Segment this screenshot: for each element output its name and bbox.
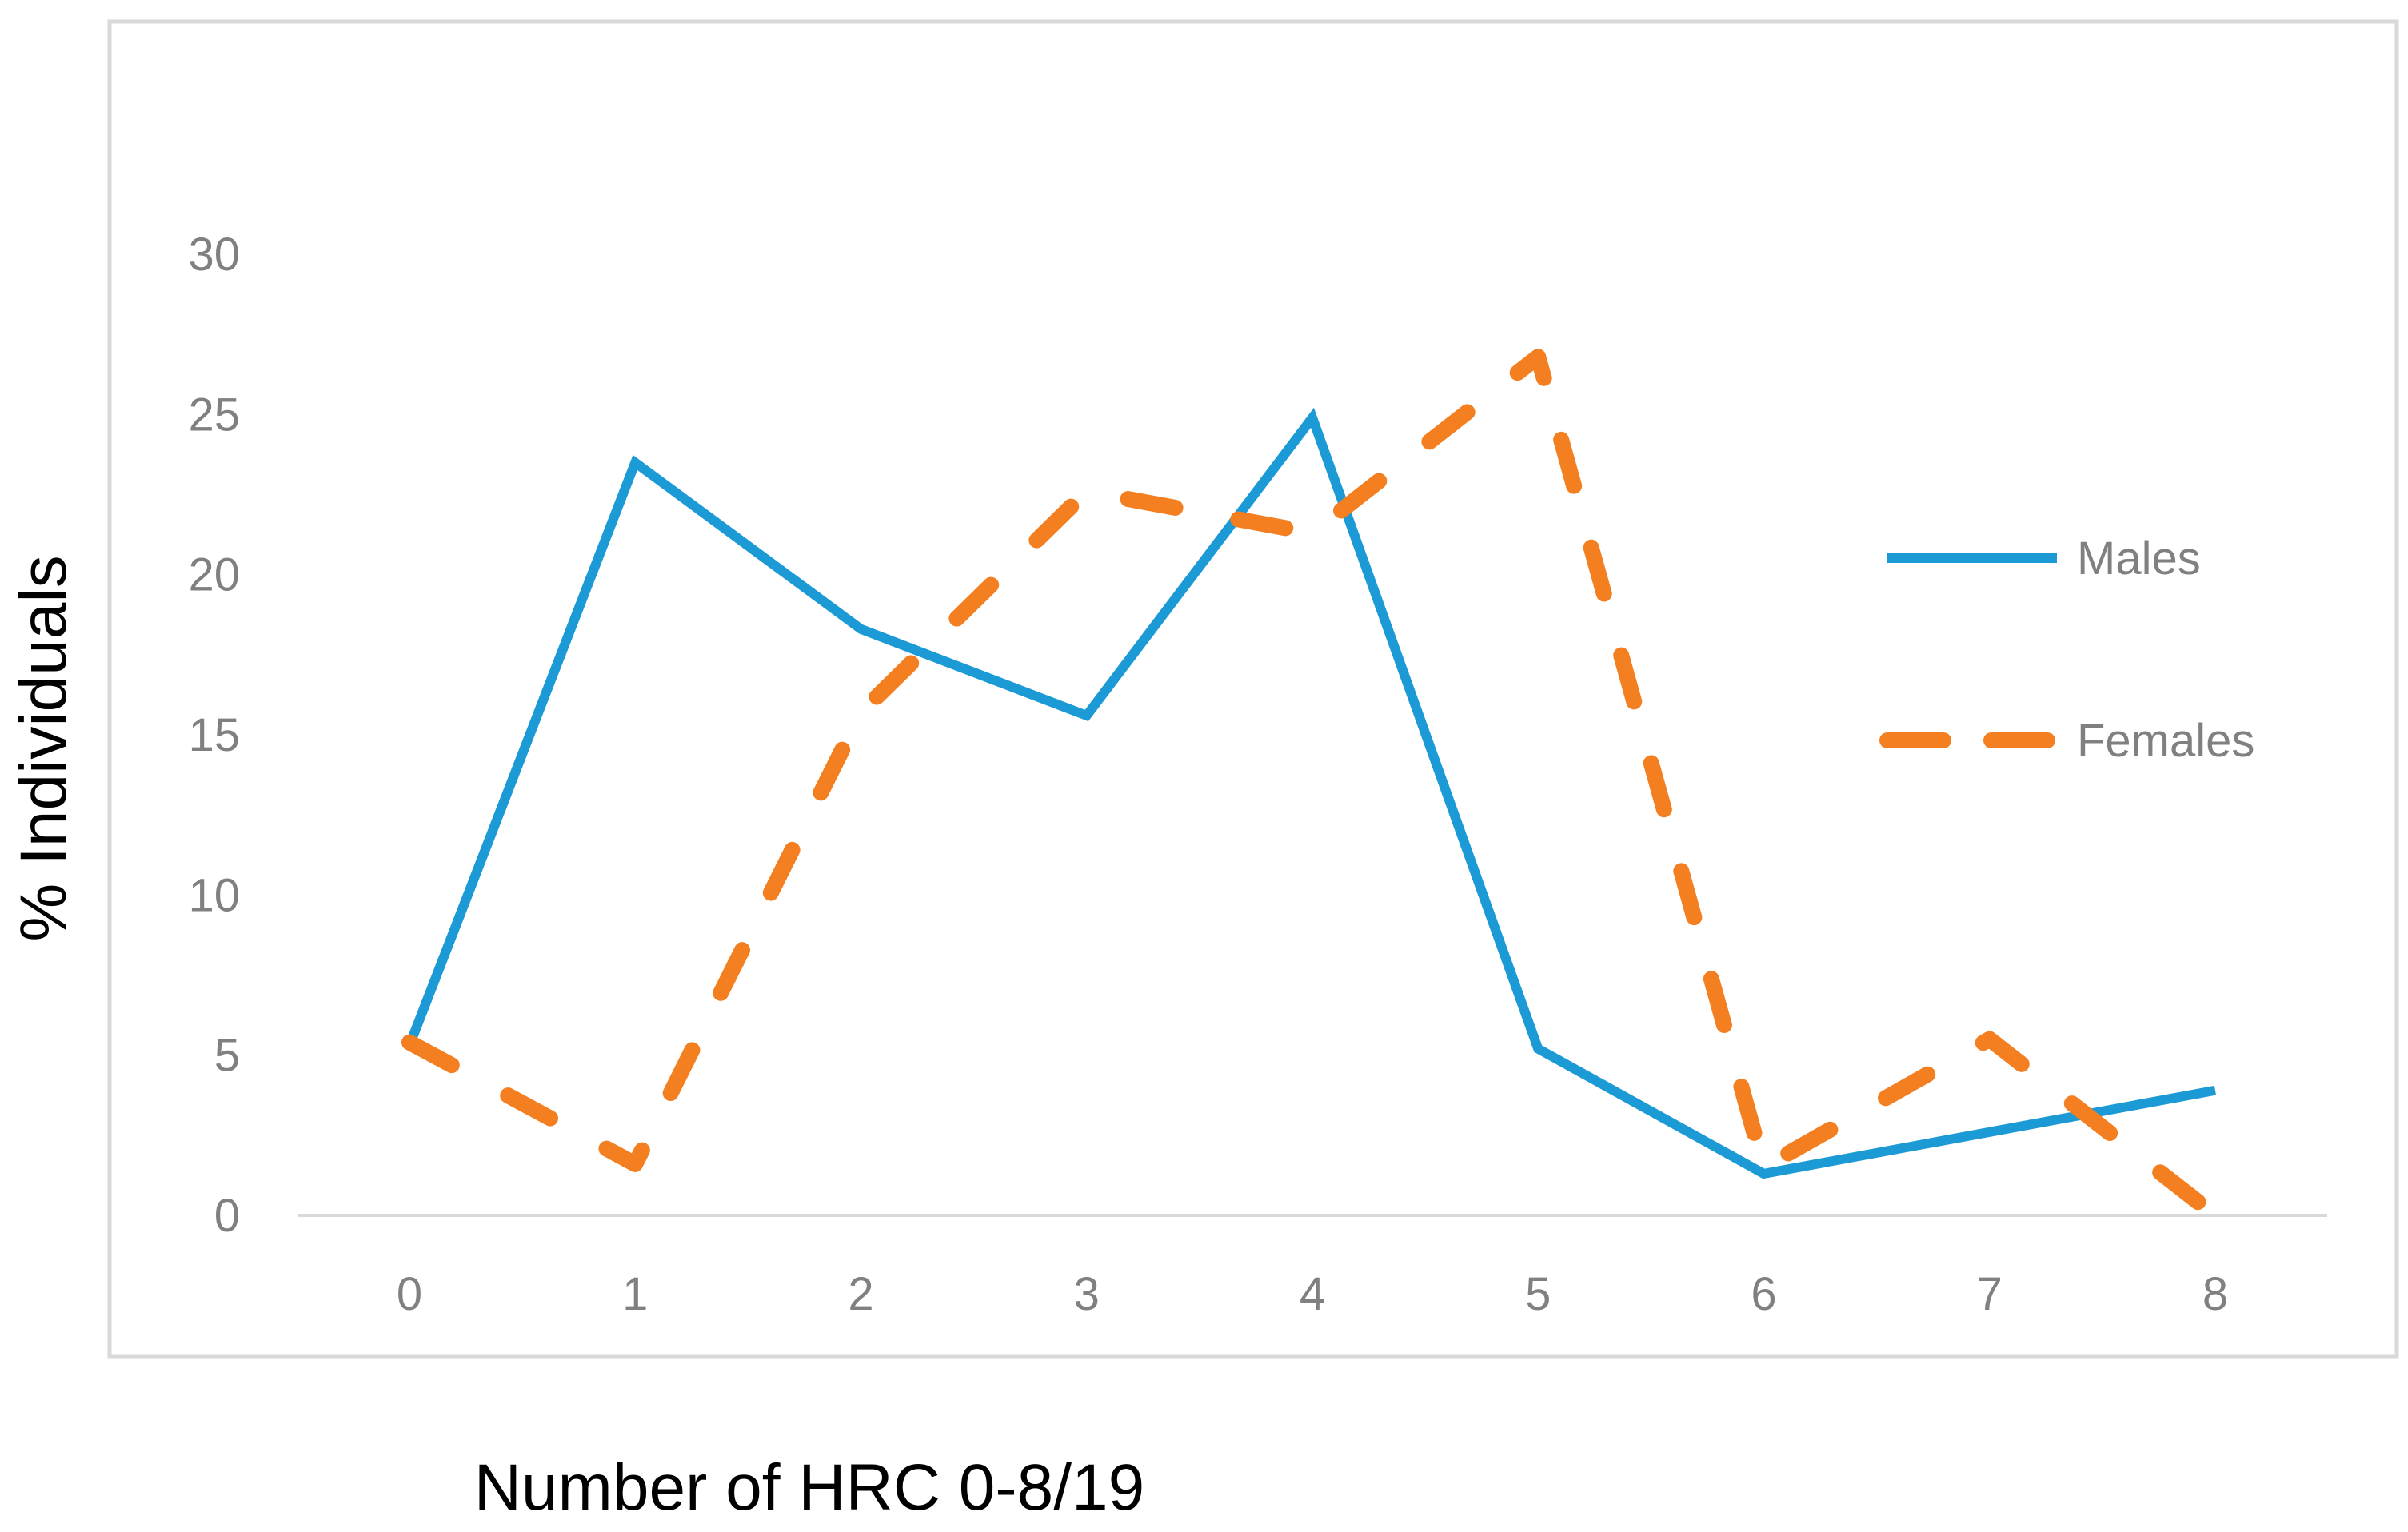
y-tick-label: 15 <box>188 709 240 761</box>
data-point-females <box>1762 1165 1767 1170</box>
data-point-males <box>1987 1130 1992 1135</box>
x-tick-label: 4 <box>1300 1268 1325 1320</box>
x-tick-label: 2 <box>848 1268 873 1320</box>
data-point-males <box>1762 1171 1767 1176</box>
data-point-females <box>1535 354 1540 359</box>
data-point-females <box>633 1162 637 1167</box>
data-point-females <box>2213 1213 2218 1218</box>
x-tick-label: 3 <box>1074 1268 1100 1320</box>
data-point-females <box>1310 531 1315 536</box>
y-tick-label: 20 <box>188 549 240 601</box>
series-line-males <box>405 407 2217 1179</box>
data-point-females <box>1084 489 1089 493</box>
x-axis-title: Number of HRC 0-8/19 <box>474 1451 1145 1524</box>
x-tick-label: 0 <box>397 1268 422 1320</box>
x-tick-label: 6 <box>1751 1268 1776 1320</box>
y-axis-title: % Individuals <box>7 555 80 941</box>
y-tick-label: 0 <box>214 1190 240 1242</box>
data-point-males <box>1084 713 1089 718</box>
x-tick-label: 5 <box>1525 1268 1551 1320</box>
data-point-males <box>1535 1047 1540 1051</box>
series-line-females <box>401 349 2223 1223</box>
data-point-males <box>859 627 864 632</box>
x-tick-label: 7 <box>1977 1268 2003 1320</box>
data-point-males <box>633 460 637 465</box>
y-tick-label: 30 <box>188 229 240 281</box>
y-tick-label: 5 <box>214 1030 240 1082</box>
y-tick-label: 10 <box>188 869 240 921</box>
data-point-females <box>407 1040 412 1045</box>
y-axis: 0 5 10 15 20 25 30 <box>188 229 240 1242</box>
data-point-males <box>1310 415 1315 420</box>
data-point-females <box>859 710 864 715</box>
x-tick-label: 8 <box>2202 1268 2228 1320</box>
x-axis: 0 1 2 3 4 5 6 7 8 <box>298 1214 2327 1320</box>
x-tick-label: 1 <box>622 1268 648 1320</box>
chart-frame <box>107 19 2399 1359</box>
data-point-males <box>2213 1088 2218 1093</box>
series-lines <box>401 349 2223 1223</box>
y-tick-label: 25 <box>188 389 240 441</box>
data-point-females <box>1987 1037 1992 1042</box>
legend-label-males: Males <box>2077 533 2201 584</box>
legend: Males Females <box>1879 533 2254 767</box>
legend-label-females: Females <box>2077 715 2254 767</box>
